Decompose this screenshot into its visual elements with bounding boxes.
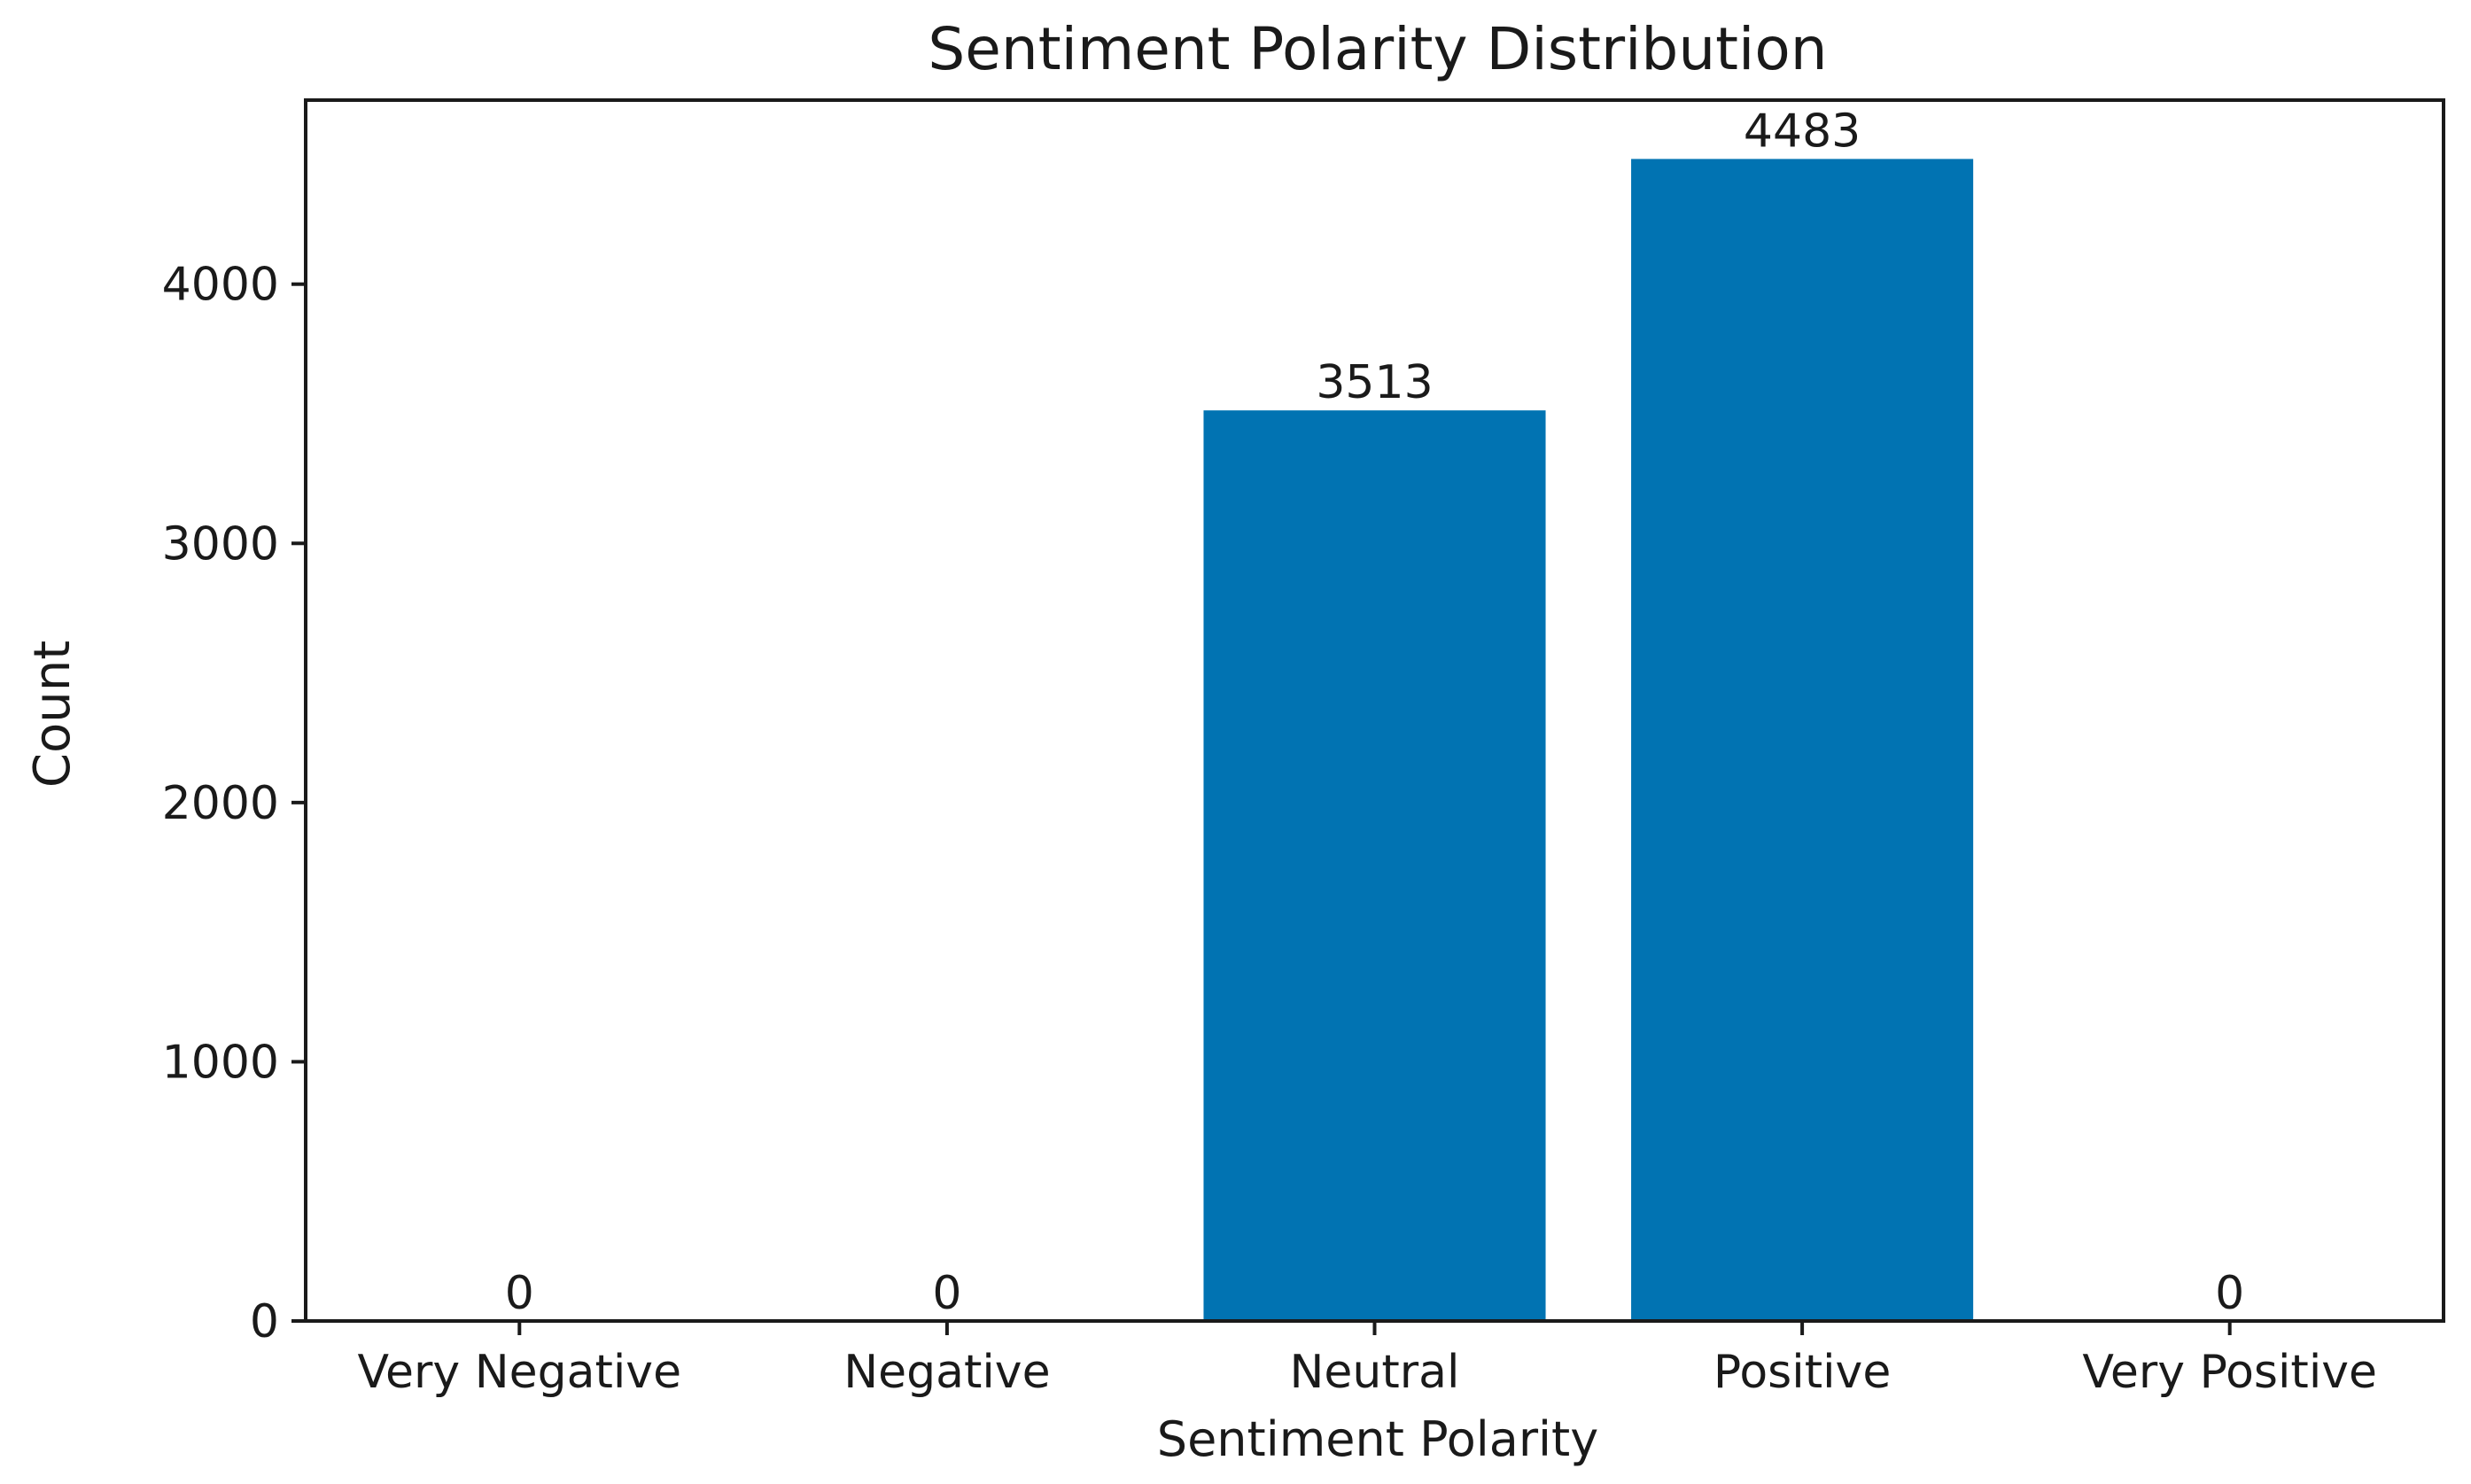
y-tick-label: 3000	[162, 517, 279, 571]
y-tick-label: 4000	[162, 259, 279, 312]
x-tick-label: Positive	[1713, 1346, 1891, 1399]
y-axis-ticks: 0 1000 2000 3000 4000	[162, 259, 306, 1348]
y-tick-label: 2000	[162, 777, 279, 830]
y-axis-label: Count	[24, 641, 82, 788]
data-labels-layer: 0 0 3513 4483 0	[505, 105, 2244, 1320]
x-tick-label: Very Positive	[2082, 1346, 2377, 1399]
data-label: 0	[505, 1267, 534, 1320]
bars-layer	[1203, 159, 1974, 1322]
data-label: 0	[932, 1267, 961, 1320]
x-tick-label: Very Negative	[358, 1346, 682, 1399]
x-tick-label: Neutral	[1290, 1346, 1460, 1399]
y-tick-label: 0	[250, 1295, 279, 1348]
data-label: 0	[2215, 1267, 2244, 1320]
data-label: 3513	[1316, 356, 1433, 409]
y-tick-label: 1000	[162, 1036, 279, 1089]
x-axis-label: Sentiment Polarity	[1157, 1411, 1598, 1467]
x-tick-label: Negative	[843, 1346, 1050, 1399]
bar-neutral	[1203, 410, 1546, 1322]
chart-title: Sentiment Polarity Distribution	[928, 15, 1827, 83]
data-label: 4483	[1744, 105, 1861, 158]
bar-positive	[1631, 159, 1974, 1321]
x-axis-ticks: Very Negative Negative Neutral Positive Very…	[358, 1321, 2377, 1399]
plot-frame	[304, 98, 2445, 1323]
